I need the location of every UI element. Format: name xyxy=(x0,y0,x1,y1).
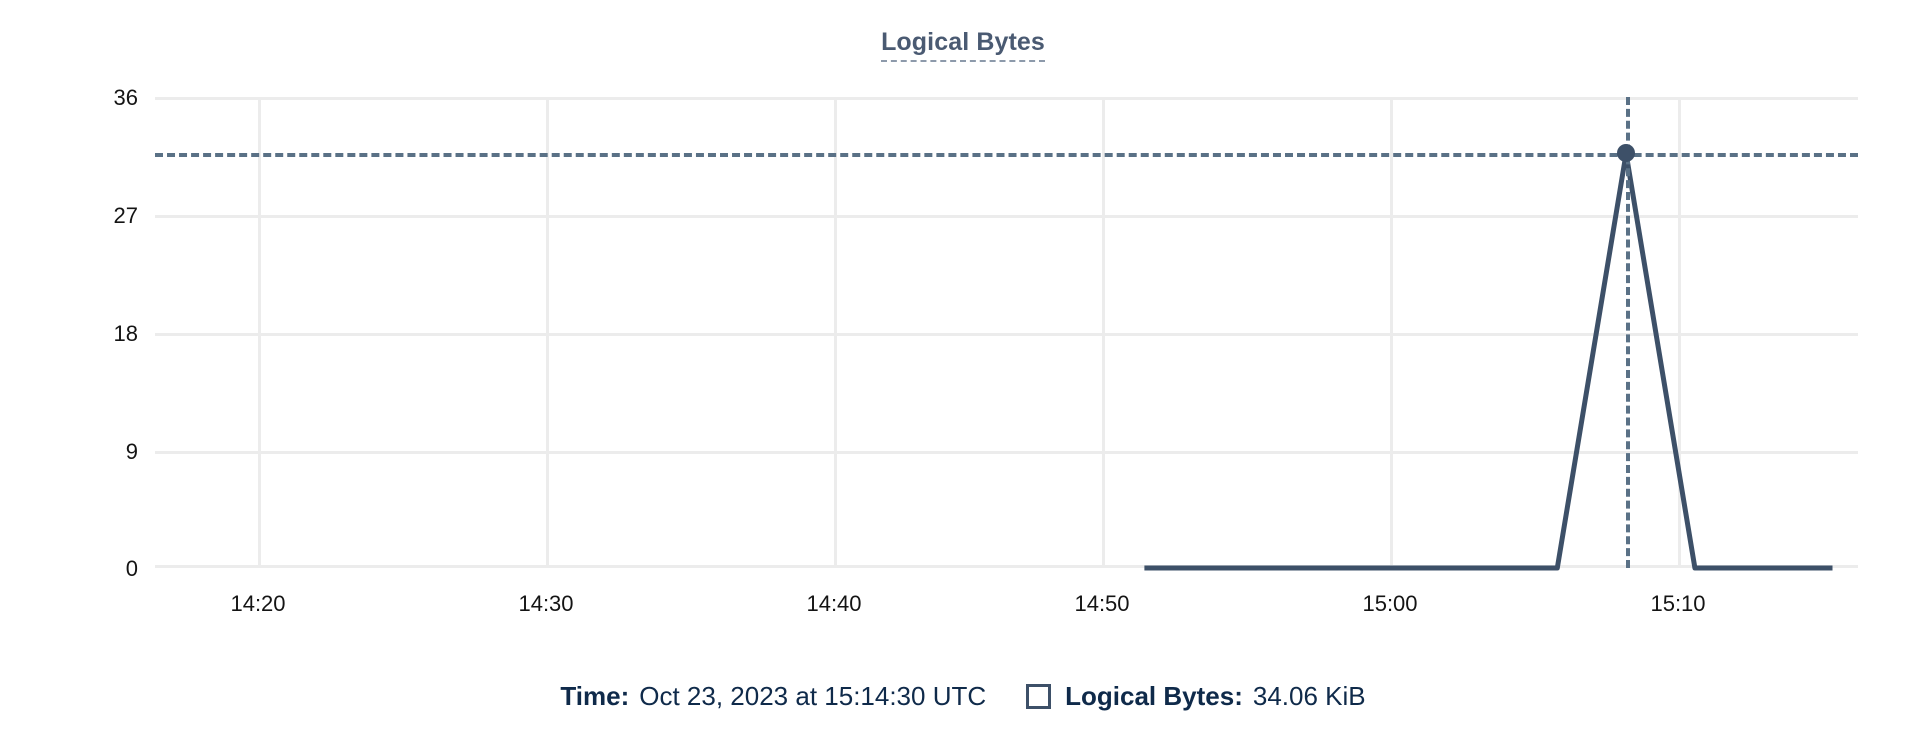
chart-footer-readout: Time: Oct 23, 2023 at 15:14:30 UTC Logic… xyxy=(0,680,1926,712)
x-tick-label-1430: 14:30 xyxy=(518,591,574,616)
gridline-v-1450 xyxy=(1102,97,1105,568)
x-tick-label-1450: 14:50 xyxy=(1074,591,1130,616)
y-tick-label-27: 27 xyxy=(113,203,138,228)
plot-area[interactable] xyxy=(155,97,1858,571)
x-tick-label-1500: 15:00 xyxy=(1362,591,1418,616)
gridline-v-1500 xyxy=(1390,97,1393,568)
gridline-h-0 xyxy=(155,565,1858,568)
marker-horizontal-line xyxy=(155,153,1858,158)
footer-time-value: Oct 23, 2023 at 15:14:30 UTC xyxy=(639,681,987,711)
footer-series-value: 34.06 KiB xyxy=(1252,681,1366,711)
gridline-h-18 xyxy=(155,333,1858,336)
footer-time-group: Time: Oct 23, 2023 at 15:14:30 UTC xyxy=(560,680,986,712)
gridline-h-9 xyxy=(155,451,1858,454)
marker-peak-dot[interactable] xyxy=(1617,144,1636,163)
gridline-v-1430 xyxy=(546,97,549,568)
series-line-logical-bytes xyxy=(1144,151,1833,571)
x-tick-label-1510: 15:10 xyxy=(1650,591,1706,616)
chart-title-text: Logical Bytes xyxy=(881,27,1045,62)
y-tick-label-9: 9 xyxy=(125,439,138,464)
footer-series-group[interactable]: Logical Bytes: 34.06 KiB xyxy=(1026,680,1366,712)
legend-swatch-icon xyxy=(1026,683,1052,709)
y-tick-label-36: 36 xyxy=(113,85,138,110)
gridline-h-36 xyxy=(155,97,1858,100)
y-tick-label-0: 0 xyxy=(125,556,138,581)
y-tick-label-18: 18 xyxy=(113,321,138,346)
footer-time-label: Time: xyxy=(560,681,630,711)
gridline-v-1510 xyxy=(1678,97,1681,568)
gridline-v-1440 xyxy=(834,97,837,568)
x-tick-label-1440: 14:40 xyxy=(806,591,862,616)
chart-title[interactable]: Logical Bytes xyxy=(0,27,1926,62)
x-tick-label-1420: 14:20 xyxy=(230,591,286,616)
marker-vertical-line xyxy=(1626,97,1631,568)
gridline-h-27 xyxy=(155,215,1858,218)
footer-series-label: Logical Bytes: xyxy=(1065,681,1243,711)
gridline-v-1420 xyxy=(258,97,261,568)
